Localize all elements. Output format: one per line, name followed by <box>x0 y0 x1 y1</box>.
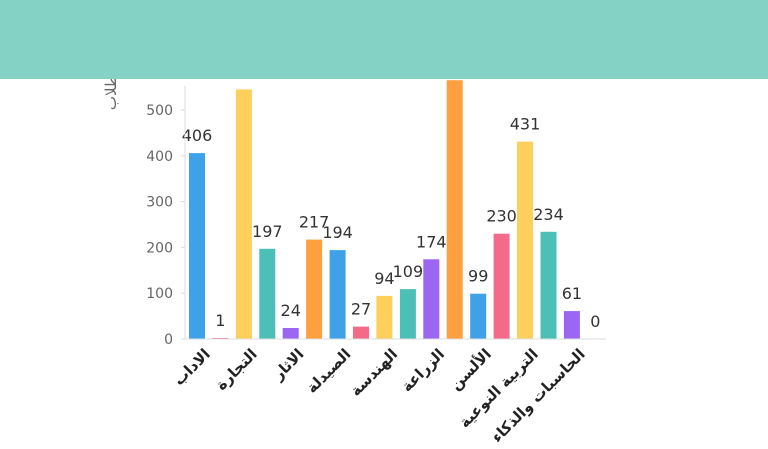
bar-value-label: 217 <box>299 213 330 232</box>
bar-value-label: 194 <box>322 223 353 242</box>
bar-value-label: 61 <box>562 284 582 303</box>
bar[interactable] <box>540 231 557 339</box>
bar[interactable] <box>399 289 416 339</box>
bar-value-label: 27 <box>351 300 371 319</box>
y-tick-label: 300 <box>146 195 173 211</box>
bar-value-label: 197 <box>252 222 283 241</box>
bar[interactable] <box>306 239 323 339</box>
x-category-label: التجارة <box>212 345 261 394</box>
bar[interactable] <box>493 233 510 339</box>
y-tick-label: 100 <box>146 286 173 302</box>
bar[interactable] <box>517 141 533 339</box>
bar-value-label: 406 <box>182 126 213 145</box>
y-tick-label: 0 <box>164 332 173 348</box>
bar[interactable] <box>423 259 440 339</box>
bar[interactable] <box>189 153 205 339</box>
bar[interactable] <box>259 248 276 339</box>
bar[interactable] <box>470 293 487 339</box>
bar[interactable] <box>282 328 299 339</box>
x-category-label: الهندسة <box>347 345 402 400</box>
bar-value-label: 174 <box>416 232 447 251</box>
bar[interactable] <box>446 80 463 339</box>
x-category-label: الصيدلة <box>303 345 355 397</box>
bar[interactable] <box>329 250 346 339</box>
bar-value-label: 431 <box>510 115 541 134</box>
y-tick-label: 200 <box>146 240 173 256</box>
bar[interactable] <box>353 326 369 339</box>
x-category-label: الاثار <box>268 345 307 384</box>
bar-value-label: 24 <box>281 301 301 320</box>
bar[interactable] <box>563 311 580 339</box>
bar-value-label: 234 <box>533 205 564 224</box>
x-category-label: الاداب <box>170 345 214 389</box>
bar-value-label: 109 <box>393 262 424 281</box>
x-category-label: الزراعة <box>398 345 448 395</box>
bar-value-label: 0 <box>590 312 600 331</box>
bar-value-label: 94 <box>374 269 394 288</box>
y-tick-label: 400 <box>146 149 173 165</box>
y-tick-label: 500 <box>146 103 173 119</box>
bar-value-label: 1 <box>215 311 225 330</box>
bar[interactable] <box>235 89 252 340</box>
bars-layer <box>189 80 580 340</box>
bar-value-label: 99 <box>468 267 488 286</box>
bar-value-label: 230 <box>486 207 517 226</box>
header-band <box>0 0 768 79</box>
bar[interactable] <box>376 295 393 339</box>
